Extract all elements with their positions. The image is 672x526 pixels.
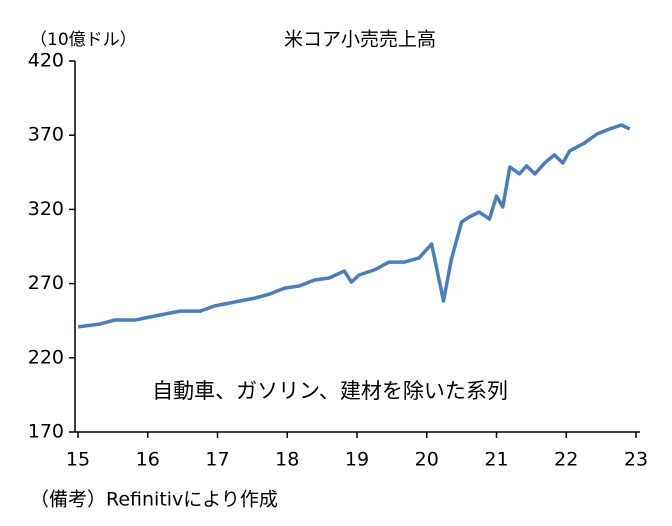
y-tick-label: 270: [28, 272, 64, 294]
x-tick-label: 20: [415, 449, 439, 471]
y-tick-label: 220: [28, 346, 64, 368]
y-axis-label: （10億ドル）: [30, 30, 137, 50]
data-line: [77, 123, 631, 329]
annotation: 自動車、ガソリン、建材を除いた系列: [152, 379, 508, 403]
x-tick-label: 15: [66, 449, 90, 471]
chart-title: 米コア小売売上高: [284, 29, 436, 51]
x-tick-label: 17: [205, 449, 229, 471]
x-tick-label: 21: [484, 449, 508, 471]
note: （備考）Refinitivにより作成: [30, 489, 278, 511]
x-tick-label: 19: [345, 449, 369, 471]
x-tick-label: 22: [554, 449, 578, 471]
x-tick-label: 18: [275, 449, 299, 471]
y-tick-label: 370: [28, 124, 64, 146]
y-tick-label: 420: [28, 50, 64, 72]
x-tick-label: 16: [136, 449, 160, 471]
y-tick-label: 170: [28, 421, 64, 443]
y-tick-label: 320: [28, 198, 64, 220]
x-tick-label: 23: [624, 449, 648, 471]
